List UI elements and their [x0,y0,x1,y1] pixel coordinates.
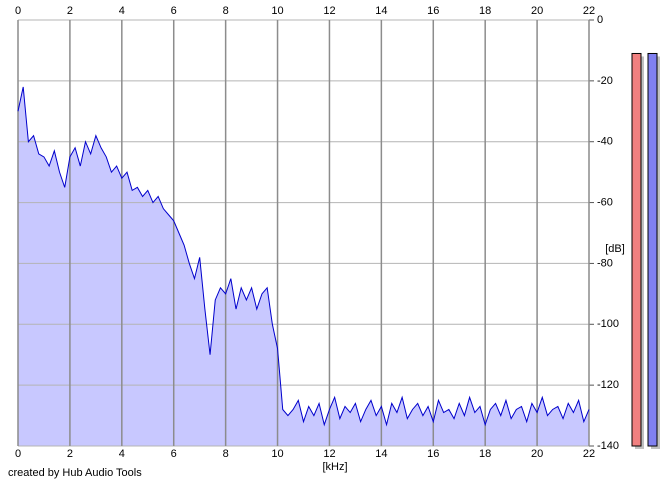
y-tick-label: -80 [597,257,613,269]
x-tick-label: 14 [375,448,387,460]
x-tick-label: 6 [171,448,177,460]
meter-bar [631,52,642,447]
x-tick-label: 4 [119,448,125,460]
x-axis-label: [kHz] [322,461,347,473]
x-tick-label: 12 [323,448,335,460]
x-tick-label: 0 [15,5,21,17]
spectrum-line [17,86,590,427]
area-fill [18,86,589,446]
x-tick-label: 22 [583,5,595,17]
x-tick-label: 8 [223,448,229,460]
x-tick-label: 22 [583,448,595,460]
x-tick-label: 18 [479,448,491,460]
x-tick-label: 10 [271,5,283,17]
x-tick-label: 16 [427,448,439,460]
x-tick-label: 2 [67,5,73,17]
x-tick-label: 6 [171,5,177,17]
x-tick-label: 16 [427,5,439,17]
x-tick-label: 18 [479,5,491,17]
y-tick-label: -40 [597,136,613,148]
x-tick-label: 4 [119,5,125,17]
y-tick-label: -100 [597,318,619,330]
y-tick-label: -20 [597,75,613,87]
x-tick-label: 2 [67,448,73,460]
x-tick-label: 14 [375,5,387,17]
x-tick-label: 8 [223,5,229,17]
x-tick-label: 20 [531,5,543,17]
meter-bar [647,52,658,447]
plot: 0-20-40-60-80-100-120-140002244668810101… [15,5,660,460]
y-tick-label: 0 [597,14,603,26]
footer: created by Hub Audio Tools [8,467,142,479]
y-tick-label: -120 [597,379,619,391]
y-tick-label: -60 [597,196,613,208]
y-tick-label: -140 [597,440,619,452]
y-axis-label: [dB] [605,243,625,255]
x-tick-label: 12 [323,5,335,17]
x-tick-label: 0 [15,448,21,460]
x-tick-label: 10 [271,448,283,460]
x-tick-label: 20 [531,448,543,460]
